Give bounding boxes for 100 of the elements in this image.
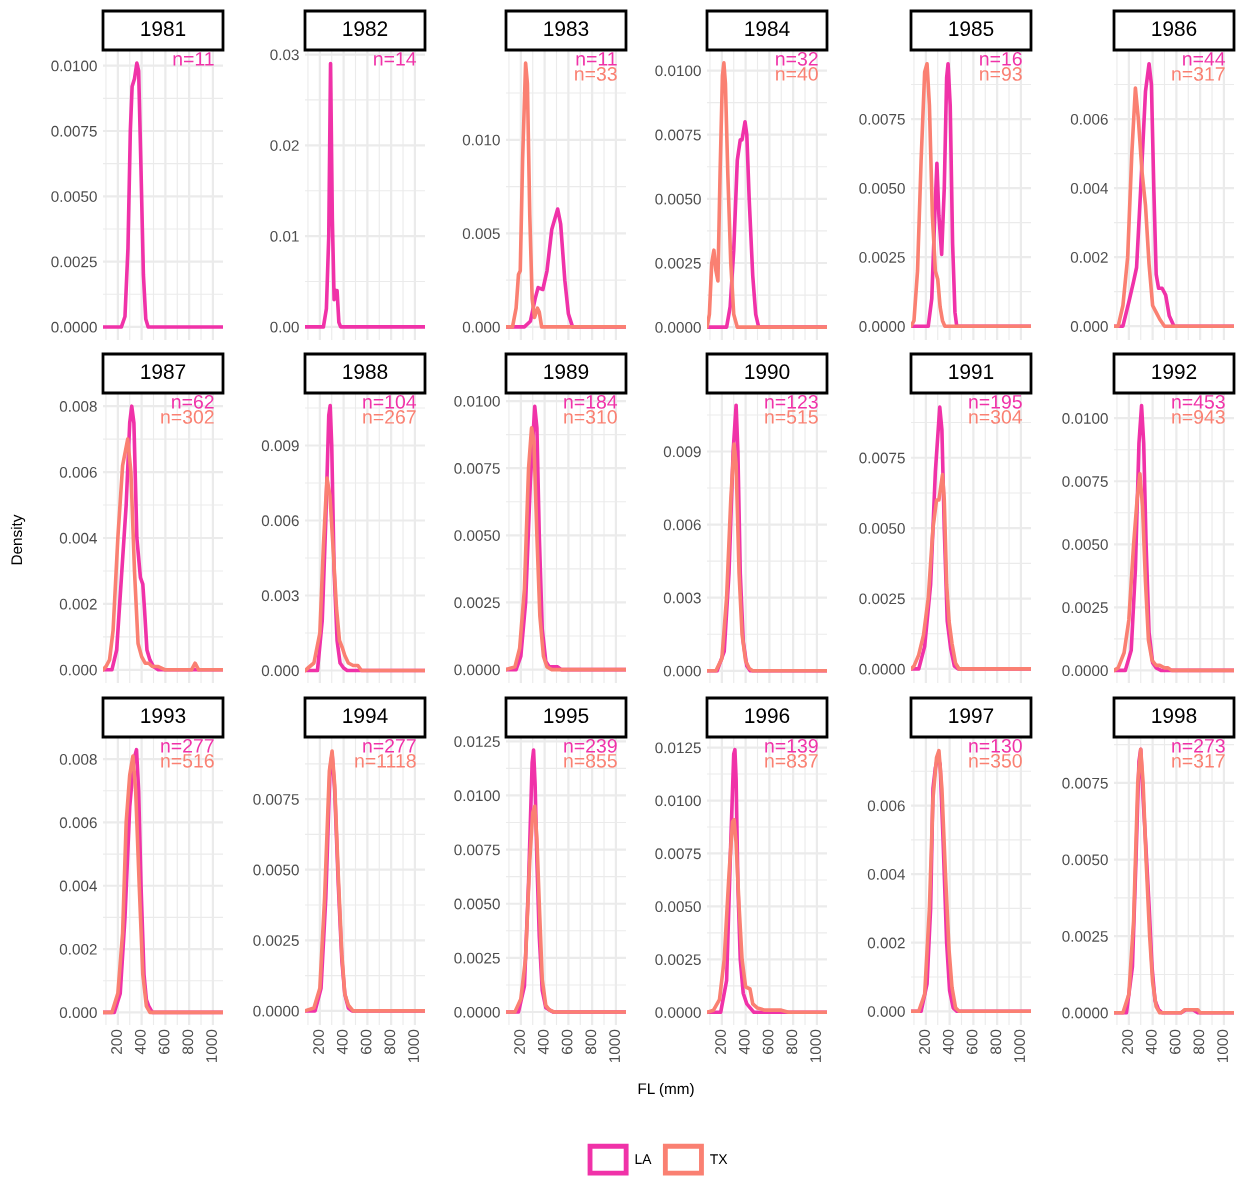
y-tick-label: 0.004 bbox=[1070, 182, 1108, 194]
y-tick-label: 0.0025 bbox=[454, 952, 500, 964]
y-tick-label: 0.0025 bbox=[1062, 931, 1108, 942]
y-tick-label: 0.0025 bbox=[454, 597, 500, 609]
annotation: n=62 bbox=[172, 394, 214, 409]
y-tick-label: 0.0025 bbox=[253, 935, 299, 946]
y-tick-label: 0.0125 bbox=[655, 742, 701, 754]
y-tick-label: 0.0100 bbox=[454, 395, 500, 407]
x-tick-label: 1000 bbox=[206, 1029, 217, 1062]
chart-title: 1998 bbox=[1152, 708, 1197, 724]
y-tick-label: 0.000 bbox=[663, 665, 701, 677]
y-tick-label: 0.0000 bbox=[1062, 1007, 1108, 1019]
y-tick-label: 0.0050 bbox=[655, 193, 701, 205]
y-tick-label: 0.000 bbox=[261, 665, 299, 677]
y-tick-label: 0.009 bbox=[261, 440, 299, 452]
y-tick-label: 0.03 bbox=[270, 49, 299, 61]
annotation: n=11 bbox=[173, 52, 214, 66]
annotation: n=195 bbox=[969, 394, 1022, 409]
y-tick-label: 0.0075 bbox=[454, 844, 500, 856]
annotation: n=277 bbox=[363, 738, 416, 753]
y-tick-label: 0.006 bbox=[59, 466, 97, 478]
y-tick-label: 0.0000 bbox=[454, 664, 500, 676]
x-tick-label: 200 bbox=[1122, 1029, 1133, 1054]
x-tick-label: 400 bbox=[738, 1029, 750, 1055]
chart-title: 1989 bbox=[544, 364, 589, 380]
legend-label: TX bbox=[710, 1154, 728, 1164]
y-tick-label: 0.0000 bbox=[655, 1007, 701, 1018]
annotation: n=267 bbox=[363, 410, 416, 424]
annotation: n=943 bbox=[1172, 410, 1225, 424]
y-tick-label: 0.0025 bbox=[859, 593, 905, 605]
annotation: n=310 bbox=[564, 410, 617, 424]
y-tick-label: 0.0075 bbox=[253, 793, 299, 805]
annotation: n=302 bbox=[161, 410, 214, 424]
y-tick-label: 0.0075 bbox=[1062, 476, 1108, 487]
y-tick-label: 0.0000 bbox=[1062, 665, 1108, 677]
x-tick-label: 400 bbox=[336, 1029, 348, 1055]
x-tick-label: 800 bbox=[384, 1029, 396, 1054]
annotation: n=104 bbox=[363, 394, 417, 409]
y-tick-label: 0.0050 bbox=[253, 864, 299, 876]
x-tick-label: 800 bbox=[786, 1029, 798, 1054]
chart-title: 1981 bbox=[141, 21, 186, 37]
y-tick-label: 0.0075 bbox=[655, 848, 701, 860]
y-tick-label: 0.0000 bbox=[859, 321, 905, 332]
y-tick-label: 0.000 bbox=[462, 321, 500, 333]
y-tick-label: 0.0025 bbox=[51, 256, 97, 268]
chart-title: 1990 bbox=[745, 364, 790, 380]
annotation: n=515 bbox=[765, 410, 818, 424]
chart-title: 1995 bbox=[544, 708, 589, 724]
y-tick-label: 0.0100 bbox=[1062, 413, 1108, 424]
y-tick-label: 0.0050 bbox=[1062, 539, 1108, 550]
y-tick-label: 0.006 bbox=[867, 800, 905, 812]
y-tick-label: 0.002 bbox=[1070, 252, 1108, 263]
x-tick-label: 800 bbox=[182, 1029, 194, 1054]
chart-title: 1994 bbox=[343, 708, 388, 724]
x-tick-label: 400 bbox=[942, 1029, 954, 1055]
y-tick-label: 0.006 bbox=[261, 515, 299, 527]
annotation: n=123 bbox=[765, 394, 818, 409]
y-tick-label: 0.0050 bbox=[454, 530, 500, 541]
y-tick-label: 0.004 bbox=[59, 532, 97, 544]
x-tick-label: 600 bbox=[966, 1029, 978, 1054]
y-tick-label: 0.0000 bbox=[655, 322, 701, 333]
chart-title: 1983 bbox=[544, 21, 589, 37]
y-tick-label: 0.0050 bbox=[51, 191, 97, 202]
annotation: n=130 bbox=[969, 738, 1022, 753]
y-tick-label: 0.0000 bbox=[859, 663, 905, 675]
chart-title: 1996 bbox=[745, 708, 790, 724]
y-tick-label: 0.003 bbox=[663, 592, 701, 604]
chart-title: 1988 bbox=[343, 364, 388, 380]
x-tick-label: 200 bbox=[514, 1029, 525, 1054]
y-tick-label: 0.0075 bbox=[859, 113, 905, 125]
y-tick-label: 0.0125 bbox=[454, 736, 500, 748]
y-tick-label: 0.005 bbox=[462, 228, 500, 240]
annotation: n=16 bbox=[980, 51, 1022, 66]
y-tick-label: 0.008 bbox=[59, 401, 97, 412]
y-tick-label: 0.02 bbox=[270, 140, 299, 151]
x-tick-label: 800 bbox=[990, 1029, 1002, 1054]
x-tick-label: 600 bbox=[561, 1029, 573, 1054]
y-tick-label: 0.002 bbox=[59, 598, 97, 610]
annotation: n=317 bbox=[1172, 67, 1225, 81]
y-tick-label: 0.003 bbox=[261, 590, 299, 602]
y-tick-label: 0.0075 bbox=[51, 125, 97, 137]
x-tick-label: 800 bbox=[585, 1029, 597, 1054]
annotation: n=855 bbox=[564, 753, 617, 768]
annotation: n=44 bbox=[1183, 52, 1226, 66]
x-tick-label: 400 bbox=[537, 1029, 549, 1055]
y-tick-label: 0.0075 bbox=[859, 452, 905, 464]
y-tick-label: 0.000 bbox=[59, 664, 97, 676]
y-tick-label: 0.0100 bbox=[51, 60, 97, 72]
annotation: n=139 bbox=[765, 738, 818, 753]
x-tick-label: 600 bbox=[360, 1029, 372, 1054]
y-tick-label: 0.008 bbox=[59, 754, 97, 765]
y-tick-label: 0.004 bbox=[867, 869, 905, 880]
chart-title: 1982 bbox=[343, 21, 388, 37]
y-tick-label: 0.006 bbox=[663, 519, 701, 531]
legend-label: LA bbox=[635, 1154, 652, 1164]
annotation: n=837 bbox=[765, 753, 818, 768]
y-tick-label: 0.01 bbox=[270, 230, 299, 242]
y-tick-label: 0.0050 bbox=[859, 182, 905, 194]
y-axis-title: Density bbox=[10, 514, 26, 565]
annotation: n=40 bbox=[776, 67, 818, 81]
